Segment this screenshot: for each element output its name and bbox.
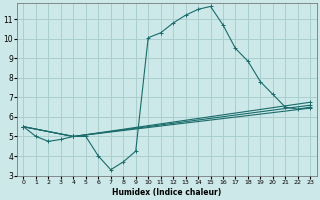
X-axis label: Humidex (Indice chaleur): Humidex (Indice chaleur) [112,188,221,197]
